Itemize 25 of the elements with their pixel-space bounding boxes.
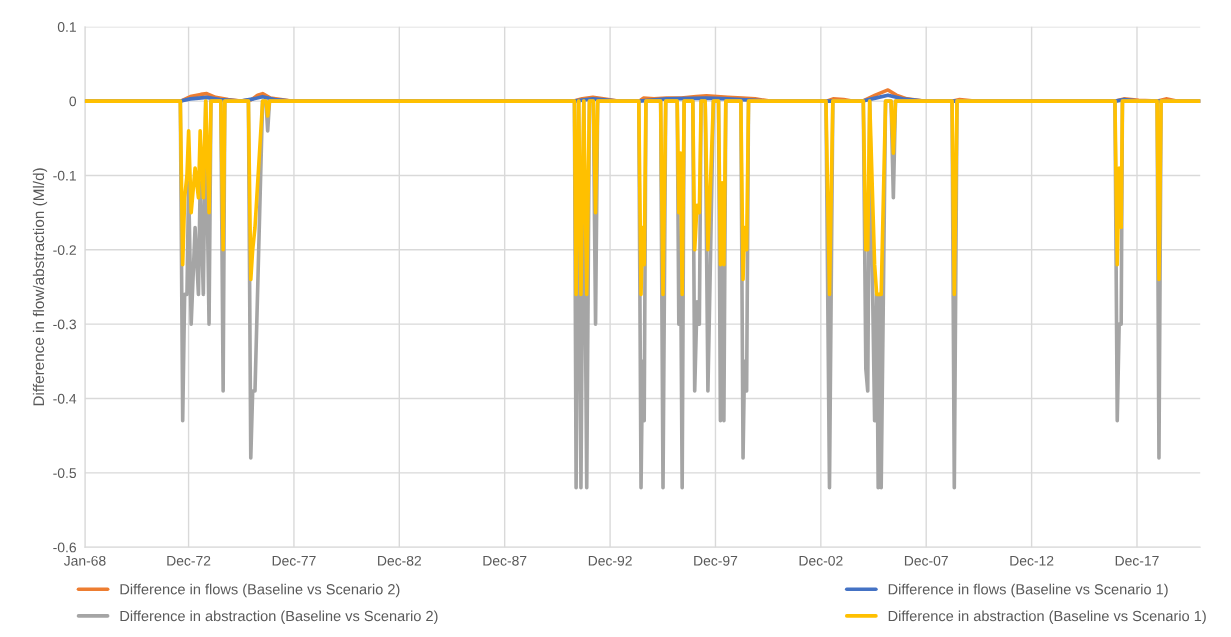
legend-label: Difference in abstraction (Baseline vs Scenario 2) — [120, 610, 438, 625]
y-tick-label: -0.6 — [53, 542, 76, 553]
x-tick-label: Dec-72 — [167, 555, 211, 566]
x-tick-label: Dec-97 — [694, 555, 738, 566]
line-series — [84, 99, 1201, 297]
x-tick-label: Dec-92 — [588, 555, 632, 566]
y-tick-label: -0.5 — [53, 468, 77, 479]
x-tick-label: Dec-07 — [904, 555, 948, 566]
legend-label: Difference in flows (Baseline vs Scenario 1) — [888, 583, 1168, 598]
y-tick-label: -0.3 — [53, 319, 76, 330]
y-tick-label: 0 — [69, 96, 77, 107]
x-tick-label: Jan-68 — [63, 555, 106, 566]
y-tick-label: -0.1 — [53, 170, 76, 181]
legend-label: Difference in flows (Baseline vs Scenario 2) — [120, 583, 400, 598]
y-tick-label: -0.4 — [53, 393, 77, 404]
x-tick-label: Dec-17 — [1115, 556, 1159, 566]
y-tick-label: -0.2 — [53, 245, 76, 255]
legend-label: Difference in abstraction (Baseline vs Scenario 1) — [888, 610, 1206, 625]
y-tick-label: 0.1 — [57, 22, 76, 32]
x-tick-label: Dec-02 — [799, 555, 843, 566]
x-tick-label: Dec-87 — [483, 555, 527, 566]
x-tick-label: Dec-82 — [378, 555, 421, 566]
x-tick-label: Dec-77 — [272, 556, 316, 566]
x-tick-label: Dec-12 — [1010, 555, 1054, 566]
y-axis-title: Difference in flow/abstraction (Ml/d) — [32, 168, 48, 406]
